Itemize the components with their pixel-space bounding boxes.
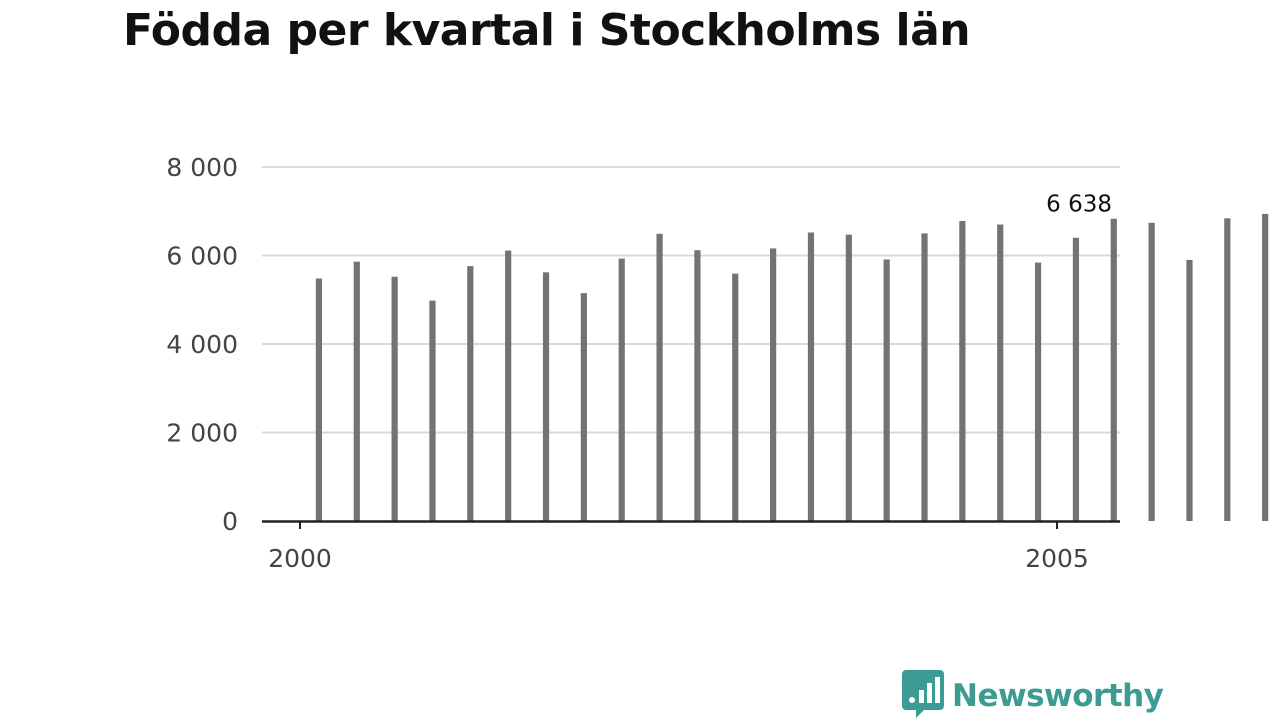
axes xyxy=(262,520,1120,529)
bar xyxy=(353,261,360,521)
newsworthy-logo: Newsworthy xyxy=(902,670,1164,722)
bar xyxy=(580,293,587,521)
bar xyxy=(618,258,625,521)
x-tick-label: 2000 xyxy=(268,544,332,573)
y-tick-label: 6 000 xyxy=(166,242,238,271)
bar xyxy=(1224,218,1231,521)
bar xyxy=(1110,218,1117,521)
logo-text: Newsworthy xyxy=(952,678,1164,714)
bar xyxy=(1034,262,1042,521)
bar xyxy=(1262,213,1269,521)
bar xyxy=(505,250,512,521)
bar xyxy=(921,233,928,522)
y-tick-label: 8 000 xyxy=(166,153,238,182)
y-tick-label: 4 000 xyxy=(166,330,238,359)
gridlines xyxy=(262,166,1120,434)
bar xyxy=(959,220,966,522)
bars xyxy=(315,213,1269,522)
bar xyxy=(391,276,398,521)
bar xyxy=(467,266,474,521)
bar xyxy=(429,300,436,521)
bar xyxy=(694,250,701,521)
bar xyxy=(845,234,852,521)
bar xyxy=(883,259,890,521)
x-tick-label: 2005 xyxy=(1025,544,1089,573)
bar-chart-speech-bubble-icon xyxy=(902,670,944,722)
bar xyxy=(807,232,815,522)
bar xyxy=(732,273,739,521)
bar xyxy=(1148,222,1155,521)
bar xyxy=(997,224,1004,521)
y-tick-label: 2 000 xyxy=(166,419,238,448)
bar xyxy=(1186,259,1193,521)
bar xyxy=(542,272,550,521)
bar xyxy=(656,233,663,521)
bar xyxy=(1072,237,1080,522)
chart-title: Födda per kvartal i Stockholms län xyxy=(123,5,971,56)
bar xyxy=(315,278,323,521)
bar xyxy=(770,248,777,522)
highlight-value-label: 6 638 xyxy=(1046,191,1112,217)
y-tick-label: 0 xyxy=(222,507,238,536)
